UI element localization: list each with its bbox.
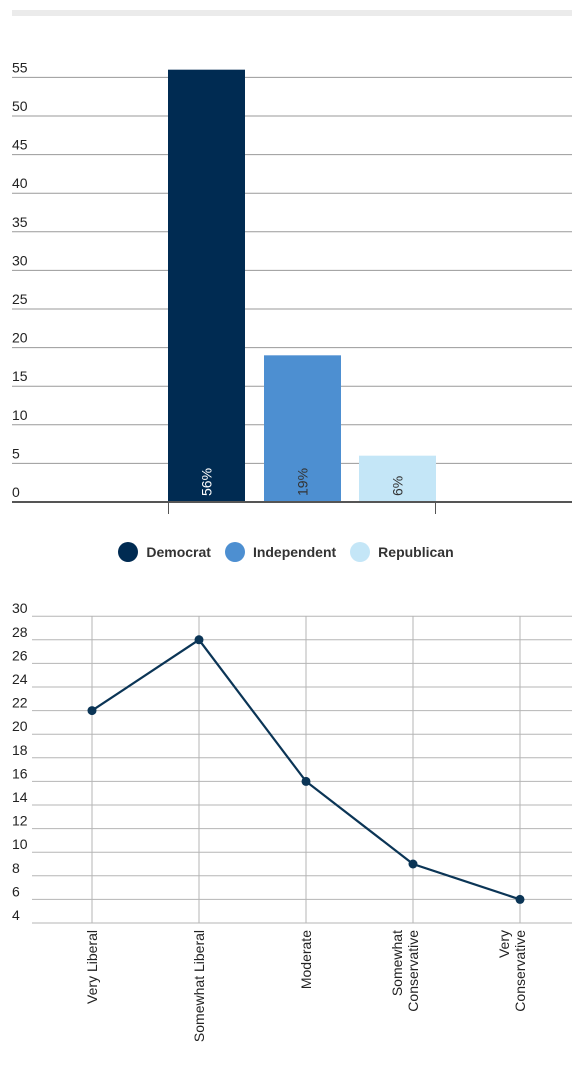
y-tick-label: 25: [12, 291, 28, 307]
legend-item-republican[interactable]: Republican: [350, 542, 454, 562]
y-tick-label: 30: [12, 252, 28, 268]
bar-chart: 0 5 10 15 20 25 30 35 40 45 50 55 56% 19% 6%: [12, 59, 572, 514]
x-category-label: Conservative: [405, 930, 421, 1012]
legend-label-republican: Republican: [378, 544, 454, 560]
y-tick-label: 22: [12, 695, 28, 711]
y-tick-label: 30: [12, 600, 28, 616]
bar-independent: [264, 355, 341, 502]
bar-data-label-democrat: 56%: [199, 468, 215, 496]
y-tick-label: 24: [12, 671, 28, 687]
y-tick-label: 26: [12, 647, 28, 663]
bar-data-label-republican: 6%: [390, 476, 406, 496]
y-tick-label: 4: [12, 907, 20, 923]
y-tick-label: 50: [12, 98, 28, 114]
y-tick-label: 10: [12, 407, 28, 423]
bar-data-label-independent: 19%: [295, 468, 311, 496]
y-tick-label: 14: [12, 789, 28, 805]
series-line: [91, 638, 521, 901]
legend-item-democrat[interactable]: Democrat: [118, 542, 211, 562]
y-tick-label: 0: [12, 484, 20, 500]
legend-swatch-republican: [350, 542, 371, 562]
y-tick-label: 20: [12, 330, 28, 346]
y-tick-label: 5: [12, 445, 20, 461]
legend-label-democrat: Democrat: [146, 544, 211, 560]
y-tick-label: 12: [12, 813, 28, 829]
y-tick-label: 45: [12, 137, 28, 153]
y-tick-label: 6: [12, 883, 20, 899]
x-category-label: Very: [496, 930, 512, 958]
legend-label-independent: Independent: [252, 544, 337, 560]
x-category-label: Somewhat: [389, 930, 405, 996]
y-tick-label: 35: [12, 214, 28, 230]
y-tick-label: 20: [12, 718, 28, 734]
x-category-label: Moderate: [298, 930, 314, 989]
data-point: [301, 776, 311, 786]
data-point: [194, 635, 204, 645]
y-tick-label: 55: [12, 59, 28, 75]
data-point: [87, 706, 97, 716]
legend-item-independent[interactable]: Independent: [224, 542, 337, 562]
bar-democrat: [168, 69, 245, 503]
y-tick-label: 8: [12, 860, 20, 876]
data-point: [515, 894, 525, 904]
bar-republican: [359, 455, 436, 502]
y-tick-label: 18: [12, 742, 28, 758]
y-tick-label: 28: [12, 624, 28, 640]
legend-swatch-independent: [224, 542, 245, 562]
x-category-label: Conservative: [512, 930, 528, 1012]
legend-swatch-democrat: [118, 542, 139, 562]
data-point: [408, 859, 418, 869]
bar-chart-legend: Democrat Independent Republican: [0, 542, 572, 562]
y-tick-label: 15: [12, 368, 28, 384]
y-tick-label: 10: [12, 836, 28, 852]
y-tick-label: 40: [12, 175, 28, 191]
top-divider: [12, 10, 572, 16]
y-tick-label: 16: [12, 765, 28, 781]
x-category-label: Somewhat Liberal: [191, 930, 207, 1042]
x-category-label: Very Liberal: [84, 930, 100, 1004]
